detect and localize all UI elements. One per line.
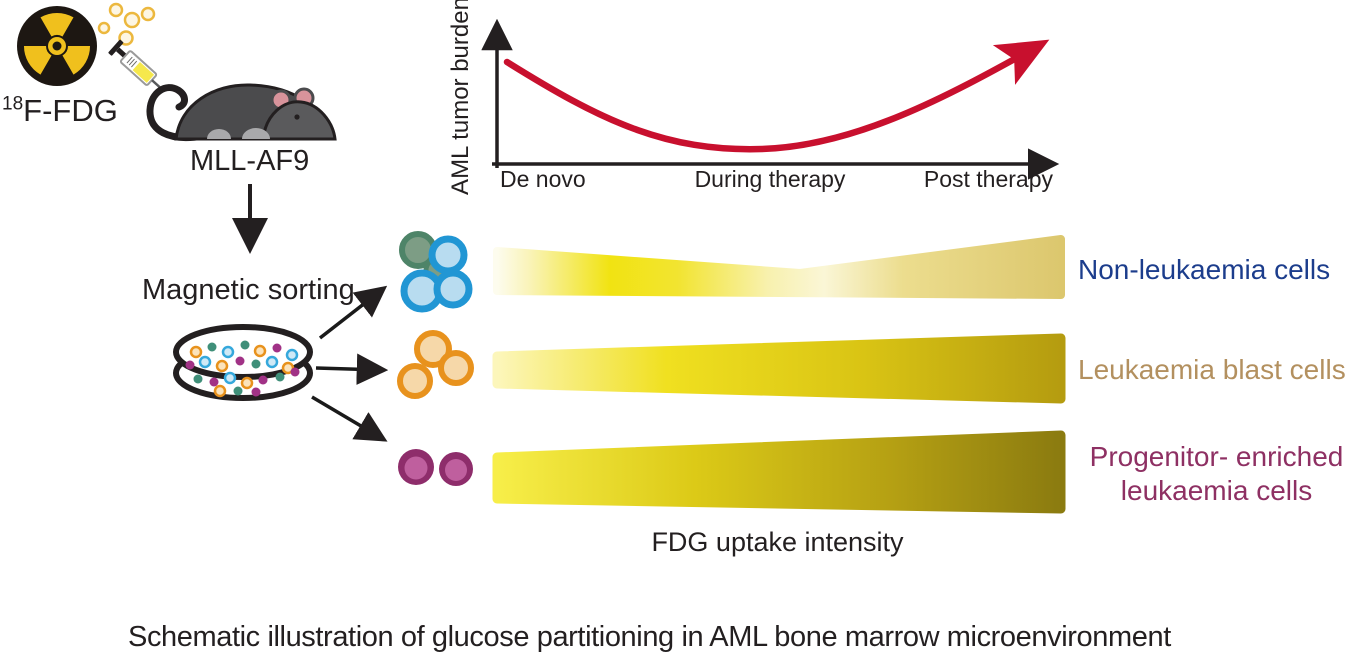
fdg-gradient-bars — [492, 235, 1066, 514]
gradient-bar-progenitor — [492, 430, 1066, 514]
progenitor-leukaemia-cell-cluster-icon — [398, 449, 473, 486]
syringe-icon — [108, 39, 164, 92]
tracer-name: F-FDG — [23, 93, 118, 128]
figure-caption: Schematic illustration of glucose partit… — [128, 621, 1171, 653]
chart-y-axis-label: AML tumor burden — [447, 0, 474, 195]
petri-dish-icon — [173, 324, 313, 401]
radiation-hazard-icon — [17, 6, 97, 86]
mouse-icon — [146, 83, 337, 141]
tumor-burden-curve — [503, 39, 1050, 153]
bar-label-non-leukaemia: Non-leukaemia cells — [1078, 254, 1331, 285]
bar-label-progenitor: Progenitor- enriched leukaemia cells — [1072, 440, 1361, 508]
tracer-isotope-superscript: 18 — [2, 93, 24, 115]
chart-xtick-post-therapy: Post therapy — [923, 166, 1053, 192]
magnetic-sorting-label: Magnetic sorting — [142, 274, 355, 306]
mouse-foot — [242, 128, 270, 139]
non-leukaemia-cell-cluster-icon — [399, 231, 473, 313]
sorting-arrow-icon — [315, 353, 389, 385]
gradient-bar-leukaemia-blast — [492, 333, 1066, 404]
bar-label-progenitor-line1: Progenitor- enriched — [1089, 441, 1344, 472]
mouse-head — [261, 100, 337, 141]
sorting-arrows — [311, 285, 389, 442]
tracer-bubbles-icon — [97, 2, 156, 46]
gradient-bar-non-leukaemia — [493, 235, 1065, 299]
mouse-model-label: MLL-AF9 — [190, 145, 310, 177]
mouse-tail — [146, 84, 207, 141]
tracer-label: 18F-FDG — [2, 93, 118, 129]
sorting-arrow-icon — [318, 285, 388, 340]
mouse-foot — [207, 129, 231, 139]
chart-xtick-during-therapy: During therapy — [694, 166, 846, 192]
mouse-eye — [294, 114, 300, 120]
sorting-arrow-icon — [311, 395, 388, 442]
bar-label-progenitor-line2: leukaemia cells — [1120, 475, 1313, 507]
bar-label-leukaemia-blast: Leukaemia blast cells — [1078, 354, 1346, 385]
dish-cells — [185, 340, 300, 398]
leukaemia-blast-cell-cluster-icon — [397, 330, 474, 399]
tumor-burden-chart — [481, 18, 1060, 180]
chart-xtick-de-novo: De novo — [500, 166, 586, 192]
fdg-uptake-axis-label: FDG uptake intensity — [651, 527, 904, 557]
